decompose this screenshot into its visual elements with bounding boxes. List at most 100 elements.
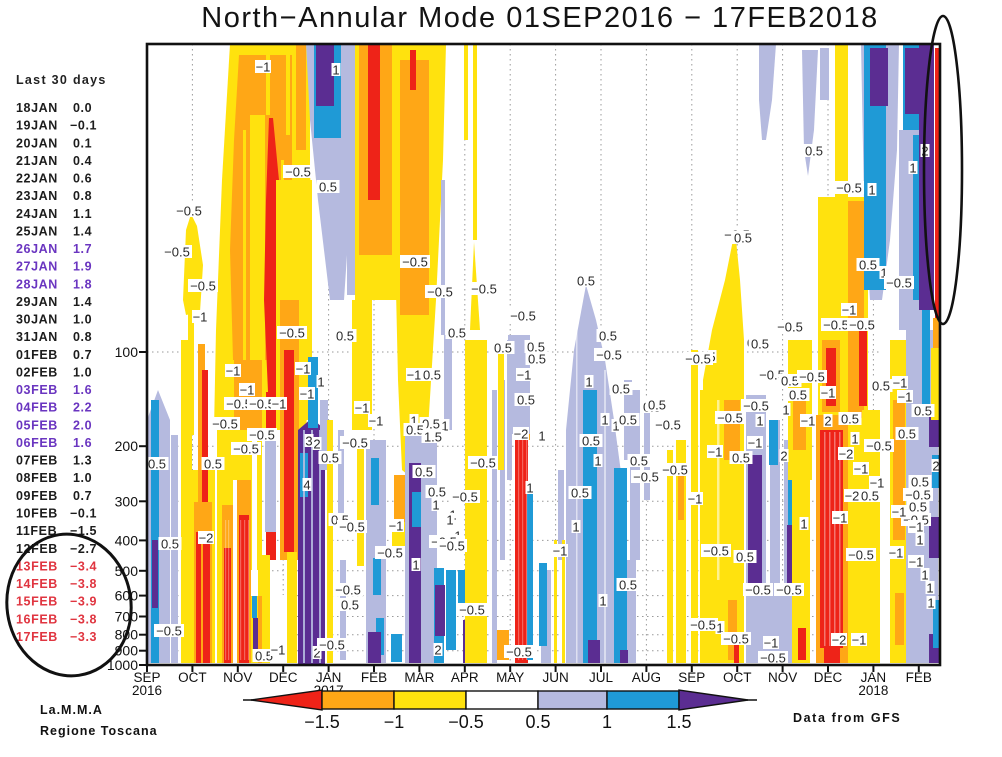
svg-text:600: 600 [115,588,139,604]
svg-text:−1: −1 [355,401,370,416]
svg-text:−0.5: −0.5 [703,544,729,559]
svg-text:0.5: 0.5 [861,489,879,504]
svg-text:0.5: 0.5 [630,454,648,469]
svg-text:0.5: 0.5 [805,144,823,159]
svg-text:1.3: 1.3 [73,454,92,468]
svg-text:OCT: OCT [178,670,207,685]
svg-text:−0.5: −0.5 [849,318,875,333]
svg-text:−0.5: −0.5 [723,632,749,647]
svg-text:−0.5: −0.5 [848,548,874,563]
svg-text:JAN: JAN [861,670,887,685]
svg-text:−0.5: −0.5 [655,418,681,433]
svg-text:0.7: 0.7 [73,489,92,503]
svg-text:−0.5: −0.5 [459,603,485,618]
svg-text:1: 1 [602,712,612,732]
svg-text:NOV: NOV [223,670,252,685]
svg-text:−0.5: −0.5 [402,255,428,270]
svg-text:−1: −1 [193,310,208,325]
svg-text:0.5: 0.5 [319,180,337,195]
svg-text:−1: −1 [226,364,241,379]
svg-text:24JAN: 24JAN [16,207,58,221]
svg-text:0.5: 0.5 [872,379,890,394]
svg-text:−0.5: −0.5 [342,436,368,451]
svg-text:−0.5: −0.5 [164,245,190,260]
svg-text:DEC: DEC [814,670,843,685]
svg-text:−1: −1 [300,387,315,402]
svg-text:−1: −1 [833,511,848,526]
svg-text:1.4: 1.4 [73,224,92,238]
svg-text:−2: −2 [832,633,847,648]
svg-text:05FEB: 05FEB [16,418,58,432]
svg-text:1.4: 1.4 [73,295,92,309]
svg-text:13FEB: 13FEB [16,559,58,573]
svg-text:−0.5: −0.5 [717,411,743,426]
svg-text:0.5: 0.5 [781,374,799,389]
svg-text:−2: −2 [199,531,214,546]
svg-text:1: 1 [916,533,923,548]
svg-text:−1: −1 [240,383,255,398]
svg-text:300: 300 [115,493,139,509]
svg-text:4: 4 [303,478,310,493]
svg-text:−1: −1 [870,476,885,491]
svg-text:−0.5: −0.5 [776,583,802,598]
svg-text:−0.5: −0.5 [377,546,403,561]
svg-text:400: 400 [115,532,139,548]
svg-text:−0.5: −0.5 [285,165,311,180]
svg-text:−0.5: −0.5 [506,645,532,660]
svg-text:0.5: 0.5 [321,451,339,466]
svg-text:14FEB: 14FEB [16,577,58,591]
svg-text:SEP: SEP [133,670,160,685]
svg-text:1.5: 1.5 [424,430,442,445]
svg-text:1: 1 [756,414,763,429]
svg-text:−1: −1 [821,386,836,401]
svg-text:0.5: 0.5 [914,404,932,419]
svg-text:−3.8: −3.8 [70,577,97,591]
svg-text:2.2: 2.2 [73,401,92,415]
svg-text:1.5: 1.5 [666,712,691,732]
svg-text:−1: −1 [708,445,723,460]
svg-text:2: 2 [824,414,831,429]
svg-text:2018: 2018 [858,683,888,698]
svg-text:20JAN: 20JAN [16,136,58,150]
svg-text:−0.5: −0.5 [427,285,453,300]
svg-text:DEC: DEC [269,670,298,685]
svg-text:0.5: 0.5 [898,427,916,442]
svg-text:Regione Toscana: Regione Toscana [40,724,158,738]
svg-text:−3.3: −3.3 [70,630,97,644]
svg-text:−0.5: −0.5 [249,397,275,412]
svg-text:−1: −1 [407,368,422,383]
svg-text:0.5: 0.5 [909,500,927,515]
svg-text:−0.5: −0.5 [470,456,496,471]
svg-text:27JAN: 27JAN [16,260,58,274]
svg-text:OCT: OCT [723,670,752,685]
svg-text:1.0: 1.0 [73,313,92,327]
svg-text:0.8: 0.8 [73,330,92,344]
svg-text:17FEB: 17FEB [16,630,58,644]
svg-text:1: 1 [782,403,789,418]
svg-text:−1: −1 [369,414,384,429]
svg-text:−0.5: −0.5 [226,397,252,412]
svg-text:0.1: 0.1 [73,136,92,150]
svg-text:−0.5: −0.5 [836,181,862,196]
svg-text:0.5: 0.5 [789,388,807,403]
svg-text:1: 1 [432,498,439,513]
svg-text:3: 3 [305,434,312,449]
svg-text:−0.5: −0.5 [471,282,497,297]
svg-text:0.5: 0.5 [148,457,166,472]
svg-text:2016: 2016 [132,683,162,698]
svg-text:1: 1 [921,568,928,583]
svg-text:−1: −1 [852,633,867,648]
svg-text:1: 1 [601,413,608,428]
svg-text:100: 100 [115,344,139,360]
svg-text:−1: −1 [909,555,924,570]
svg-text:0.5: 0.5 [525,712,550,732]
svg-text:1: 1 [526,481,533,496]
svg-text:−1: −1 [801,414,816,429]
svg-text:−0.5: −0.5 [335,583,361,598]
svg-text:−1: −1 [748,436,763,451]
svg-text:0.5: 0.5 [415,465,433,480]
svg-text:1000: 1000 [107,657,138,673]
svg-text:1: 1 [446,513,453,528]
svg-text:−1: −1 [272,397,287,412]
svg-text:0.5: 0.5 [428,485,446,500]
